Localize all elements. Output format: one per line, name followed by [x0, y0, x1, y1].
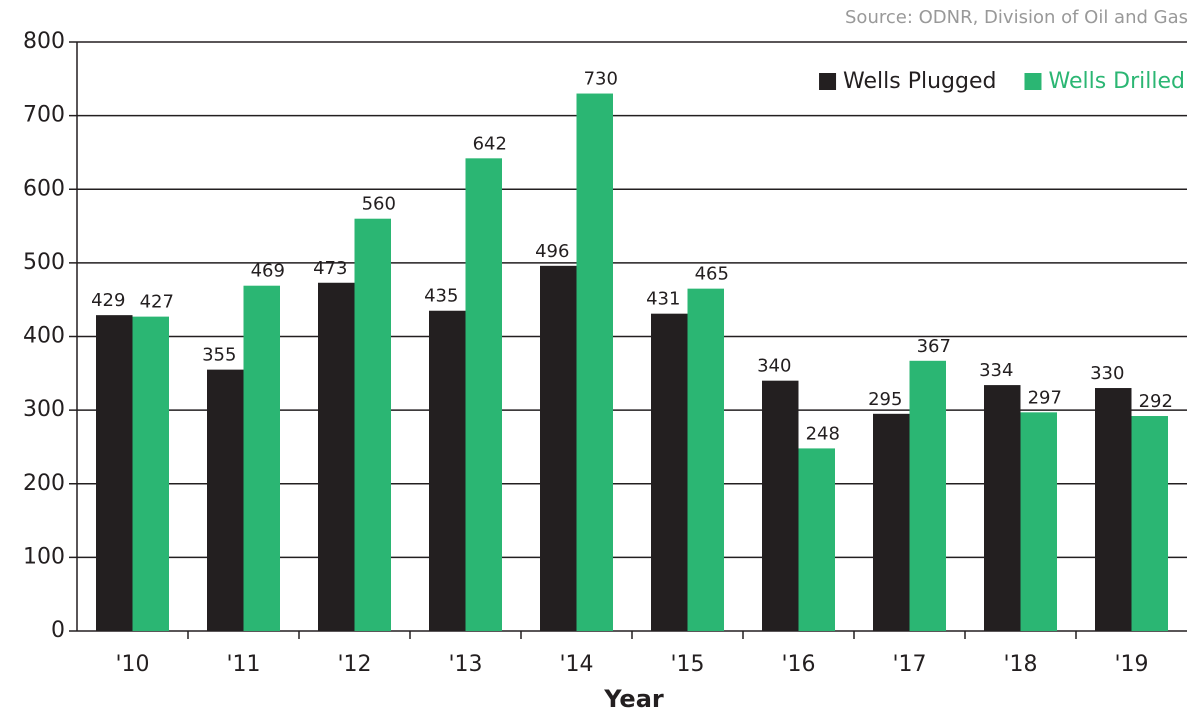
legend-swatch [1024, 73, 1042, 90]
value-label: 334 [979, 360, 1013, 381]
y-tick-label: 800 [23, 29, 65, 54]
value-label: 367 [917, 336, 951, 357]
value-label: 429 [91, 290, 125, 311]
value-label: 465 [695, 264, 729, 285]
value-label: 340 [757, 356, 791, 377]
legend-label: Wells Drilled [1048, 69, 1185, 94]
value-label: 473 [313, 258, 347, 279]
bar [96, 315, 133, 631]
source-note: Source: ODNR, Division of Oil and Gas [845, 7, 1188, 28]
bar [540, 265, 577, 631]
bar [873, 413, 910, 631]
y-tick-label: 0 [51, 618, 65, 643]
value-label: 560 [362, 194, 396, 215]
bar [909, 360, 946, 631]
bar [651, 313, 688, 631]
x-tick-label: '18 [1003, 652, 1037, 677]
y-tick-label: 400 [23, 324, 65, 349]
legend-label: Wells Plugged [843, 69, 996, 94]
bar [762, 380, 799, 631]
value-label: 297 [1028, 387, 1062, 408]
bar [429, 310, 466, 631]
x-axis-label: Year [603, 685, 664, 713]
x-tick-label: '15 [670, 652, 704, 677]
x-tick-label: '10 [115, 652, 149, 677]
value-label: 248 [806, 423, 840, 444]
value-label: 435 [424, 286, 458, 307]
x-tick-label: '16 [781, 652, 815, 677]
bar [207, 369, 244, 631]
value-label: 642 [473, 133, 507, 154]
x-tick-label: '12 [337, 652, 371, 677]
bar [1095, 388, 1132, 631]
value-label: 469 [251, 261, 285, 282]
value-label: 730 [584, 69, 618, 90]
value-label: 292 [1139, 391, 1173, 412]
bar [687, 288, 724, 631]
y-tick-label: 500 [23, 250, 65, 275]
bar [1020, 412, 1057, 631]
legend-swatch [819, 73, 837, 90]
bar [984, 385, 1021, 631]
bar [132, 316, 169, 631]
bar [576, 93, 613, 632]
bar [318, 282, 355, 631]
x-tick-label: '13 [448, 652, 482, 677]
y-tick-label: 200 [23, 471, 65, 496]
y-tick-label: 100 [23, 544, 65, 569]
x-tick-label: '17 [892, 652, 926, 677]
y-tick-label: 700 [23, 103, 65, 128]
y-tick-label: 600 [23, 176, 65, 201]
y-tick-label: 300 [23, 397, 65, 422]
value-label: 427 [140, 292, 174, 313]
bar [243, 285, 280, 631]
x-tick-label: '19 [1114, 652, 1148, 677]
value-label: 295 [868, 389, 902, 410]
value-label: 330 [1090, 363, 1124, 384]
bar [354, 218, 391, 631]
x-tick-label: '14 [559, 652, 593, 677]
value-label: 496 [535, 241, 569, 262]
value-label: 355 [202, 345, 236, 366]
bar [1131, 416, 1168, 631]
bar [465, 158, 502, 631]
value-label: 431 [646, 289, 680, 310]
bar [798, 448, 835, 631]
x-tick-label: '11 [226, 652, 260, 677]
